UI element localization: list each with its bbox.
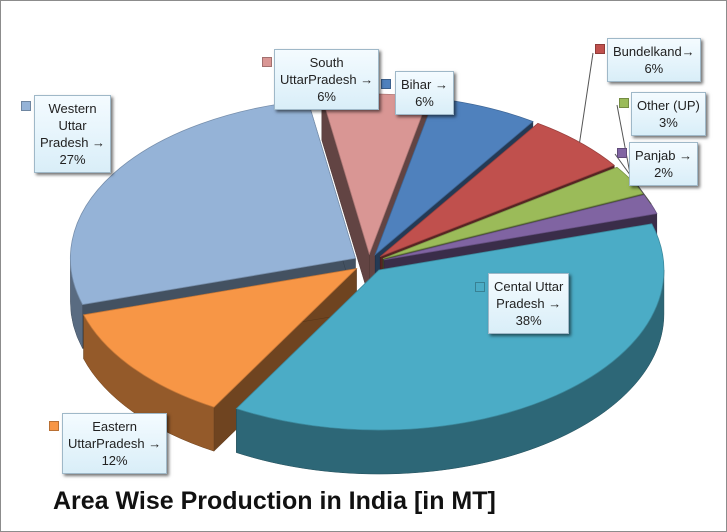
legend-key-cental-uttar-pradesh xyxy=(475,282,485,292)
slice-label-cental-uttar-pradesh: Cental Uttar Pradesh → 38% xyxy=(488,273,570,334)
leader-line-other-up xyxy=(616,104,632,181)
slice-label-western-uttar-pradesh: Western Uttar Pradesh → 27% xyxy=(34,95,112,173)
legend-key-bihar xyxy=(381,79,391,89)
legend-key-bundelkand xyxy=(595,44,605,54)
slice-label-eastern-uttarpradesh: Eastern UttarPradesh → 12% xyxy=(62,413,168,474)
leader-line-bundelkand xyxy=(579,52,594,143)
slice-label-south-uttarpradesh: South UttarPradesh → 6% xyxy=(274,49,380,110)
chart-title: Area Wise Production in India [in MT] xyxy=(53,487,496,515)
slice-label-bundelkand: Bundelkand→ 6% xyxy=(607,38,701,82)
legend-key-south-uttarpradesh xyxy=(262,57,272,67)
legend-key-eastern-uttarpradesh xyxy=(49,421,59,431)
slice-label-panjab: Panjab → 2% xyxy=(629,142,699,186)
slice-label-other-up: Other (UP) 3% xyxy=(631,92,706,136)
legend-key-western-uttar-pradesh xyxy=(21,101,31,111)
legend-key-panjab xyxy=(617,148,627,158)
legend-key-other-up xyxy=(619,98,629,108)
slice-label-bihar: Bihar → 6% xyxy=(395,71,454,115)
